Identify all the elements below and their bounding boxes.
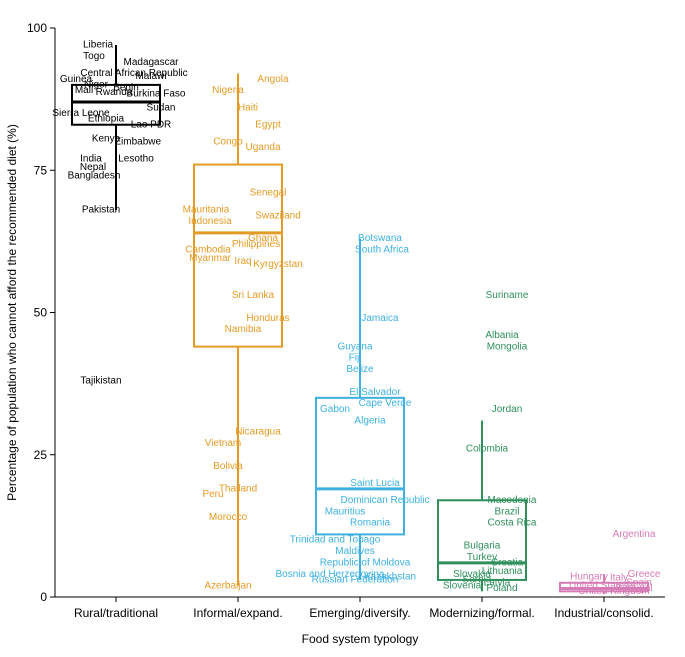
y-tick-label: 100 — [27, 21, 47, 35]
country-label: Angola — [257, 74, 289, 85]
country-label: Uganda — [245, 142, 280, 153]
country-label: Bangladesh — [68, 171, 121, 182]
country-label: Indonesia — [188, 216, 232, 227]
country-label: Romania — [350, 518, 390, 529]
country-label: Sri Lanka — [232, 290, 275, 301]
country-label: Liberia — [83, 40, 113, 51]
country-label: Kyrgyzstan — [253, 259, 302, 270]
x-tick-label: Emerging/diversify. — [309, 606, 410, 620]
country-label: Morocco — [209, 512, 248, 523]
country-label: Argentina — [613, 529, 656, 540]
country-label: Kenya — [92, 134, 121, 145]
country-label: Myanmar — [189, 253, 231, 264]
country-label: Algeria — [354, 415, 386, 426]
x-tick-label: Rural/traditional — [74, 606, 158, 620]
country-label: Costa Rica — [488, 518, 537, 529]
country-label: Azerbaijan — [204, 580, 251, 591]
country-label: Burkina Faso — [127, 89, 186, 100]
boxplot-chart: 0 25 50 75 100 Percentage of population who c… — [0, 0, 685, 657]
country-label: Bulgaria — [464, 540, 501, 551]
country-label: Iraq — [234, 256, 251, 267]
country-label: Fiji — [349, 353, 362, 364]
country-label: Mauritius — [325, 506, 366, 517]
country-label: Lao PDR — [131, 119, 172, 130]
y-axis-title: Percentage of population who cannot affo… — [5, 124, 19, 501]
country-label: Cape Verde — [359, 398, 412, 409]
country-label: Senegal — [250, 188, 287, 199]
country-label: Dominican Republic — [341, 495, 430, 506]
country-label: Guyana — [337, 341, 372, 352]
country-label: Saint Lucia — [350, 478, 400, 489]
country-label: Russian Federation — [312, 575, 399, 586]
country-label: Vietnam — [205, 438, 242, 449]
country-label: Zimbabwe — [115, 136, 162, 147]
country-label: Swaziland — [255, 210, 301, 221]
country-label: Honduras — [246, 313, 289, 324]
country-label: Togo — [83, 51, 105, 62]
country-label: South Africa — [355, 245, 409, 256]
country-label: Pakistan — [82, 205, 120, 216]
country-label: Tajikistan — [80, 375, 121, 386]
country-label: Suriname — [486, 290, 529, 301]
country-label: Belize — [346, 364, 374, 375]
y-tick-label: 50 — [34, 306, 48, 320]
x-axis-title: Food system typology — [302, 632, 419, 646]
country-label: Peru — [202, 489, 223, 500]
country-label: Poland — [486, 583, 517, 594]
country-label: Nicaragua — [235, 427, 281, 438]
country-label: Maldives — [335, 546, 374, 557]
country-label: Trinidad and Tobago — [290, 535, 381, 546]
country-label: Colombia — [466, 444, 509, 455]
country-label: Lesotho — [118, 154, 154, 165]
country-label: Gabon — [320, 404, 350, 415]
country-label: Egypt — [255, 119, 281, 130]
country-label: Congo — [213, 136, 243, 147]
country-label: Brazil — [494, 506, 519, 517]
country-label: Madagascar — [123, 57, 179, 68]
country-label: Sudan — [147, 102, 176, 113]
country-label: Botswana — [358, 233, 402, 244]
country-label: Slovenia — [443, 580, 482, 591]
x-tick-label: Modernizing/formal. — [429, 606, 534, 620]
y-tick-label: 75 — [34, 163, 48, 177]
country-label: Jamaica — [361, 313, 399, 324]
y-tick-label: 25 — [34, 448, 48, 462]
country-label: Jordan — [492, 404, 523, 415]
country-label: Nigeria — [212, 85, 244, 96]
country-label: Malawi — [135, 71, 166, 82]
country-label: Bolivia — [213, 461, 243, 472]
country-label: Central African Republic — [80, 68, 187, 79]
country-label: Mauritania — [183, 205, 230, 216]
country-label: Mali — [75, 85, 93, 96]
country-label: United Kingdom — [578, 586, 649, 597]
country-label: Macedonia — [488, 495, 537, 506]
country-label: Philippines — [232, 239, 280, 250]
country-label: Haiti — [238, 102, 258, 113]
country-label: Ethiopia — [88, 114, 125, 125]
country-label: Namibia — [225, 324, 262, 335]
country-label: Mongolia — [487, 341, 528, 352]
country-label: Albania — [485, 330, 519, 341]
country-label: Republic of Moldova — [320, 558, 411, 569]
x-tick-label: Informal/expand. — [193, 606, 282, 620]
y-tick-label: 0 — [40, 590, 47, 604]
country-label: Thailand — [219, 484, 257, 495]
country-label: El Salvador — [349, 387, 401, 398]
x-tick-label: Industrial/consolid. — [554, 606, 653, 620]
